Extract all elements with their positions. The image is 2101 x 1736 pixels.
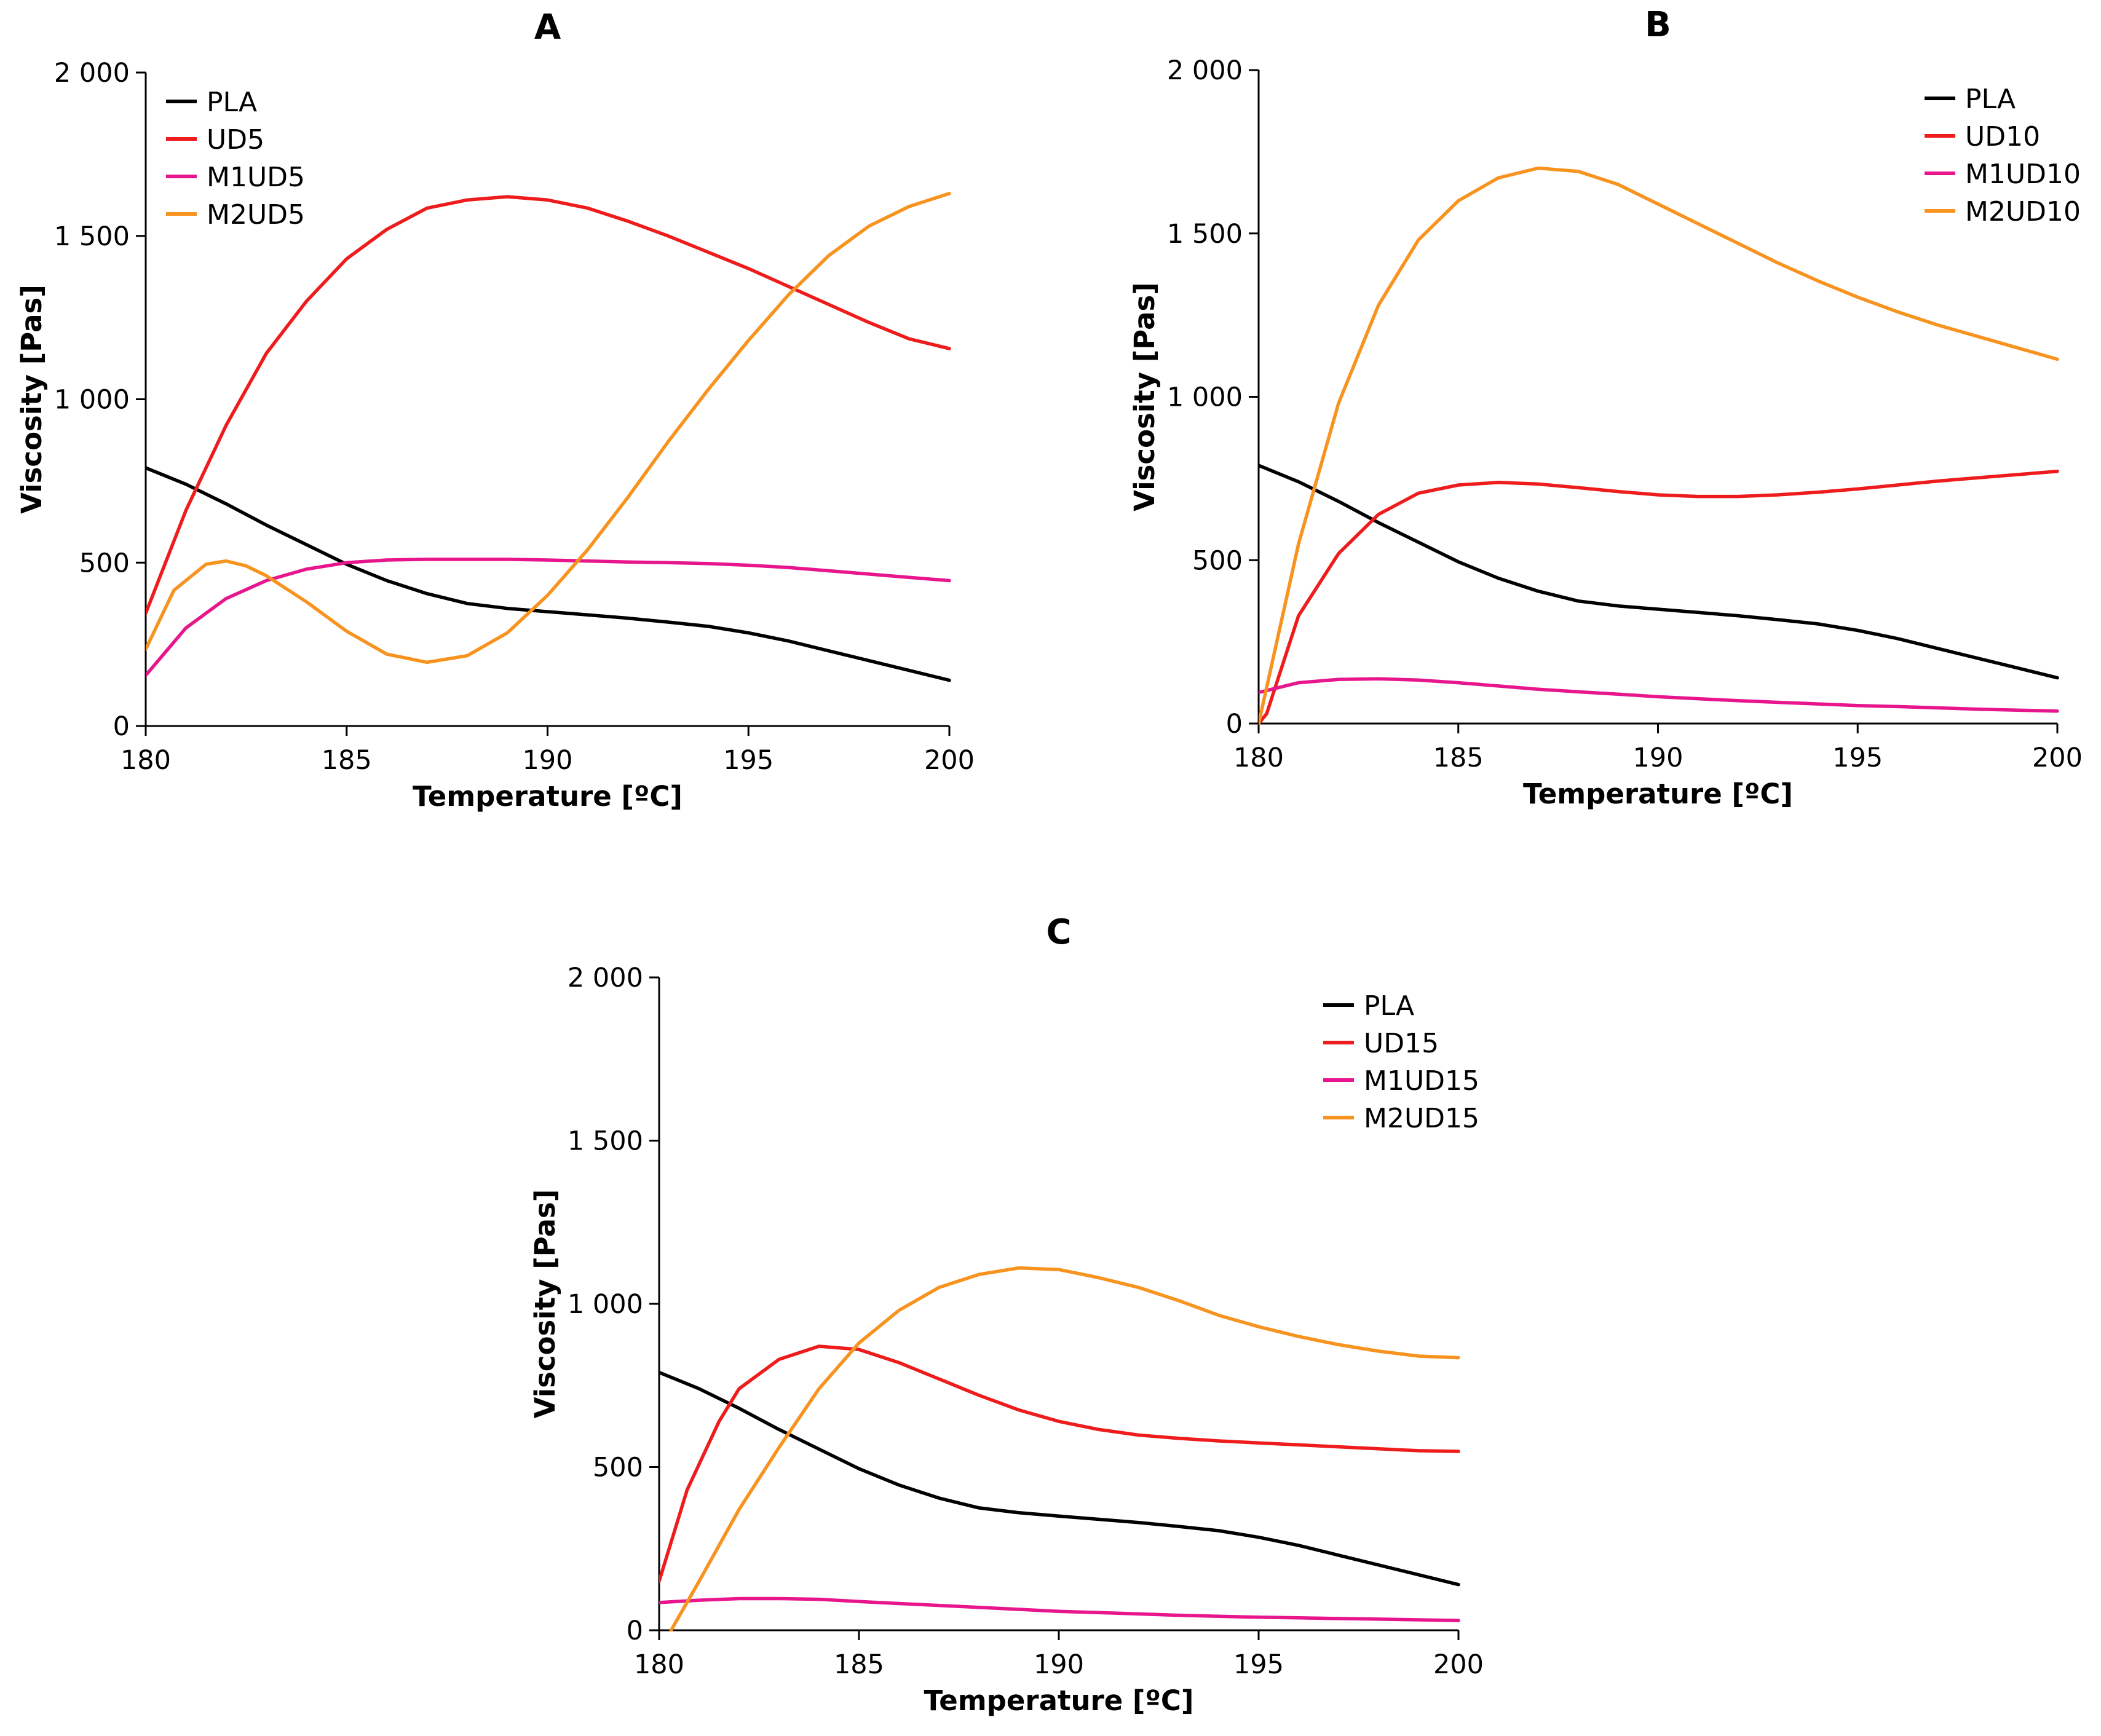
series-line-ud10 [1259, 469, 2059, 725]
legend-label-pla: PLA [1364, 990, 1414, 1022]
y-tick-label: 1 000 [568, 1289, 643, 1320]
legend-label-m2ud5: M2UD5 [207, 199, 305, 231]
series-line-m2ud15 [669, 1266, 1460, 1631]
y-tick-label: 1 500 [1167, 219, 1243, 250]
legend-label-m1ud5: M1UD5 [207, 162, 305, 193]
y-tick-label: 500 [79, 548, 130, 578]
y-axis-title: Viscosity [Pas] [15, 285, 48, 514]
y-tick-label: 0 [1226, 709, 1243, 740]
x-tick-label: 190 [1034, 1649, 1084, 1680]
x-tick-label: 195 [1832, 743, 1883, 773]
legend-label-ud10: UD10 [1965, 121, 2040, 152]
legend-label-m1ud10: M1UD10 [1965, 159, 2081, 190]
x-axis-title: Temperature [ºC] [1523, 778, 1793, 810]
series-line-m1ud10 [1259, 677, 2059, 713]
series-line-pla [659, 1370, 1460, 1587]
x-tick-label: 180 [121, 745, 171, 776]
y-tick-label: 2 000 [1167, 55, 1243, 86]
y-tick-label: 1 500 [568, 1126, 643, 1157]
series-line-pla [146, 466, 951, 682]
series-line-ud15 [659, 1344, 1460, 1584]
legend-label-pla: PLA [207, 87, 257, 118]
series-line-m1ud15 [659, 1596, 1460, 1622]
series-line-m1ud5 [146, 558, 951, 677]
y-tick-label: 1 000 [1167, 382, 1243, 413]
y-tick-label: 0 [627, 1616, 643, 1646]
x-tick-label: 185 [322, 745, 372, 776]
y-tick-label: 1 500 [54, 221, 130, 252]
panel-title: B [1645, 5, 1671, 45]
chart-panel-c: C 0 500 1 000 1 500 2 000 180 185 190 195 200 Tempe… [529, 912, 1484, 1717]
series-line-m2ud10 [1259, 166, 2059, 725]
y-axis-title: Viscosity [Pas] [1128, 282, 1161, 511]
chart-panel-b: B 0 500 1 000 1 500 2 000 180 185 190 195 200 Tempe… [1128, 5, 2083, 810]
legend-label-m2ud15: M2UD15 [1364, 1103, 1479, 1134]
legend-label-m2ud10: M2UD10 [1965, 196, 2081, 227]
series-line-m2ud5 [146, 191, 951, 665]
x-tick-label: 185 [834, 1649, 884, 1680]
legend-label-ud15: UD15 [1364, 1028, 1439, 1059]
x-axis-title: Temperature [ºC] [924, 1684, 1194, 1717]
x-tick-label: 185 [1433, 743, 1484, 773]
x-tick-label: 200 [2032, 743, 2083, 773]
chart-panel-a: A 0 500 1 000 1 500 2 000 180 185 190 195 200 Tempe… [15, 7, 975, 813]
x-tick-label: 180 [1233, 743, 1284, 773]
y-tick-label: 2 000 [568, 963, 643, 993]
x-tick-label: 200 [924, 745, 975, 776]
series-line-ud5 [146, 195, 951, 615]
x-tick-label: 195 [723, 745, 774, 776]
y-tick-label: 500 [1192, 545, 1243, 576]
y-axis-title: Viscosity [Pas] [529, 1190, 561, 1419]
panel-title: C [1046, 912, 1071, 952]
y-tick-label: 500 [593, 1453, 643, 1483]
legend-label-pla: PLA [1965, 84, 2016, 115]
y-tick-label: 0 [113, 711, 130, 742]
x-tick-label: 180 [634, 1649, 684, 1680]
series-line-pla [1259, 464, 2059, 680]
x-tick-label: 190 [522, 745, 572, 776]
x-tick-label: 195 [1233, 1649, 1284, 1680]
x-tick-label: 200 [1433, 1649, 1484, 1680]
x-tick-label: 190 [1632, 743, 1683, 773]
y-tick-label: 1 000 [54, 385, 130, 416]
x-axis-title: Temperature [ºC] [413, 780, 683, 813]
y-tick-label: 2 000 [54, 58, 130, 89]
panel-title: A [534, 7, 561, 47]
legend-label-ud5: UD5 [207, 124, 264, 156]
legend-label-m1ud15: M1UD15 [1364, 1065, 1479, 1097]
